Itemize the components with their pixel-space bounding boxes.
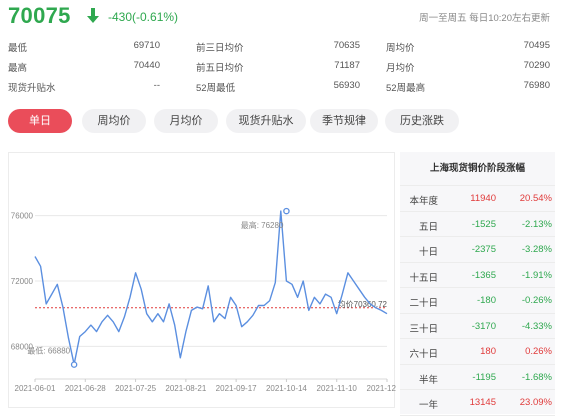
stat-label: 前五日均价	[196, 63, 244, 74]
stat-label: 最低	[8, 43, 28, 54]
stat-value: 71187	[334, 60, 360, 71]
stats-row: 最低 69710 前三日均价 70635 周均价 70495	[0, 36, 562, 56]
extreme-point-marker	[283, 207, 290, 215]
period-label: 三十日	[409, 323, 438, 335]
arrow-down-icon	[87, 8, 99, 23]
period-row: 半年 -1195 -1.68%	[400, 365, 555, 390]
period-label: 二十日	[409, 298, 438, 309]
period-row: 十日 -2375 -3.28%	[400, 237, 555, 263]
x-tick-label: 2021-11-10	[317, 384, 358, 393]
stat-label: 52周最高	[386, 83, 426, 94]
period-change-pct: -4.33%	[521, 320, 552, 332]
stat-value: 70635	[333, 40, 360, 51]
tab-history[interactable]: 历史涨跌	[385, 109, 459, 133]
period-label: 十日	[418, 247, 438, 258]
stat-label: 月均价	[386, 63, 415, 74]
stat-label: 周均价	[386, 43, 415, 54]
min-annotation: 最低: 66880	[27, 346, 70, 356]
period-change-pct: -2.13%	[521, 218, 552, 230]
stats-row: 最高 70440 前五日均价 71187 月均价 70290	[0, 56, 562, 76]
period-table-title: 上海现货铜价阶段涨幅	[400, 152, 555, 186]
stat-label: 52周最低	[196, 83, 236, 94]
period-label: 半年	[418, 374, 438, 386]
y-tick-label: 76000	[11, 212, 34, 221]
period-label: 十五日	[409, 272, 438, 284]
period-change-value: 180	[480, 346, 496, 357]
average-label: 均价70360.72	[338, 299, 388, 309]
period-row: 一年 13145 23.09%	[400, 390, 555, 416]
period-change-value: 13145	[469, 397, 496, 408]
price-chart: 76000 72000 68000 2021-06-01 2021-06-28 2021-…	[8, 152, 396, 408]
period-change-value: -2375	[471, 244, 496, 255]
period-row: 六十日 180 0.26%	[400, 339, 555, 365]
period-label: 五日	[418, 221, 438, 233]
period-label: 一年	[418, 400, 438, 411]
stat-value: 76980	[523, 80, 550, 91]
x-tick-label: 2021-06-28	[65, 384, 106, 393]
period-change-pct: -1.91%	[521, 269, 552, 281]
period-label: 六十日	[409, 349, 438, 360]
price-change: -430(-0.61%)	[108, 10, 179, 24]
period-row: 五日 -1525 -2.13%	[400, 212, 555, 237]
period-change-pct: 20.54%	[519, 193, 552, 204]
current-price: 70075	[8, 3, 71, 28]
tab-seasonal[interactable]: 季节规律	[310, 109, 378, 133]
period-change-value: -180	[476, 295, 496, 306]
period-row: 二十日 -180 -0.26%	[400, 288, 555, 314]
period-change-value: -1525	[471, 218, 496, 230]
stat-value: --	[153, 80, 160, 91]
period-change-value: 11940	[470, 193, 496, 204]
stat-label: 现货升贴水	[8, 83, 56, 94]
period-row: 三十日 -3170 -4.33%	[400, 314, 555, 339]
period-change-pct: -1.68%	[521, 371, 552, 383]
period-change-value: -1195	[472, 371, 496, 383]
stat-label: 前三日均价	[196, 43, 244, 54]
period-change-pct: 23.09%	[519, 397, 552, 408]
y-tick-label: 68000	[11, 342, 34, 351]
max-annotation: 最高: 76280	[241, 220, 284, 230]
period-change-panel: 上海现货铜价阶段涨幅 本年度 11940 20.54% 五日 -1525 -2.13% 十日…	[400, 152, 555, 416]
tab-spot-premium[interactable]: 现货升贴水	[226, 109, 306, 133]
stat-label: 最高	[8, 63, 28, 74]
x-tick-label: 2021-06-01	[15, 384, 56, 393]
stats-row: 现货升贴水 -- 52周最低 56930 52周最高 76980	[0, 76, 562, 96]
x-tick-label: 2021-08-21	[165, 384, 206, 393]
period-change-pct: 0.26%	[525, 346, 552, 357]
period-row: 十五日 -1365 -1.91%	[400, 263, 555, 288]
update-note: 周一至周五 每日10:20左右更新	[419, 13, 550, 24]
period-change-pct: -3.28%	[521, 244, 552, 255]
tab-monthly-avg[interactable]: 月均价	[154, 109, 218, 133]
period-row: 本年度 11940 20.54%	[400, 186, 555, 212]
stat-value: 70495	[523, 40, 550, 51]
price-series-line	[34, 210, 388, 366]
stat-value: 70440	[133, 60, 160, 71]
price-header: 70075 -430(-0.61%) 周一至周五 每日10:20左右更新	[0, 0, 562, 34]
stats-table: 最低 69710 前三日均价 70635 周均价 70495 最高 70440 …	[0, 36, 562, 96]
period-change-pct: -0.26%	[521, 295, 552, 306]
x-tick-label: 2021-12-07	[367, 384, 396, 393]
period-label: 本年度	[409, 196, 438, 207]
tab-weekly-avg[interactable]: 周均价	[82, 109, 146, 133]
x-tick-label: 2021-07-25	[115, 384, 156, 393]
extreme-point-marker	[70, 361, 78, 368]
stat-value: 56930	[333, 80, 360, 91]
y-tick-label: 72000	[11, 277, 34, 286]
x-tick-label: 2021-10-14	[266, 384, 307, 393]
x-tick-label: 2021-09-17	[216, 384, 257, 393]
period-change-value: -3170	[471, 320, 496, 332]
stat-value: 69710	[133, 40, 160, 51]
tab-daily[interactable]: 单日	[8, 109, 72, 133]
price-line-chart: 76000 72000 68000 2021-06-01 2021-06-28 2021-…	[11, 207, 396, 393]
period-change-value: -1365	[471, 269, 496, 281]
stat-value: 70290	[523, 60, 550, 71]
